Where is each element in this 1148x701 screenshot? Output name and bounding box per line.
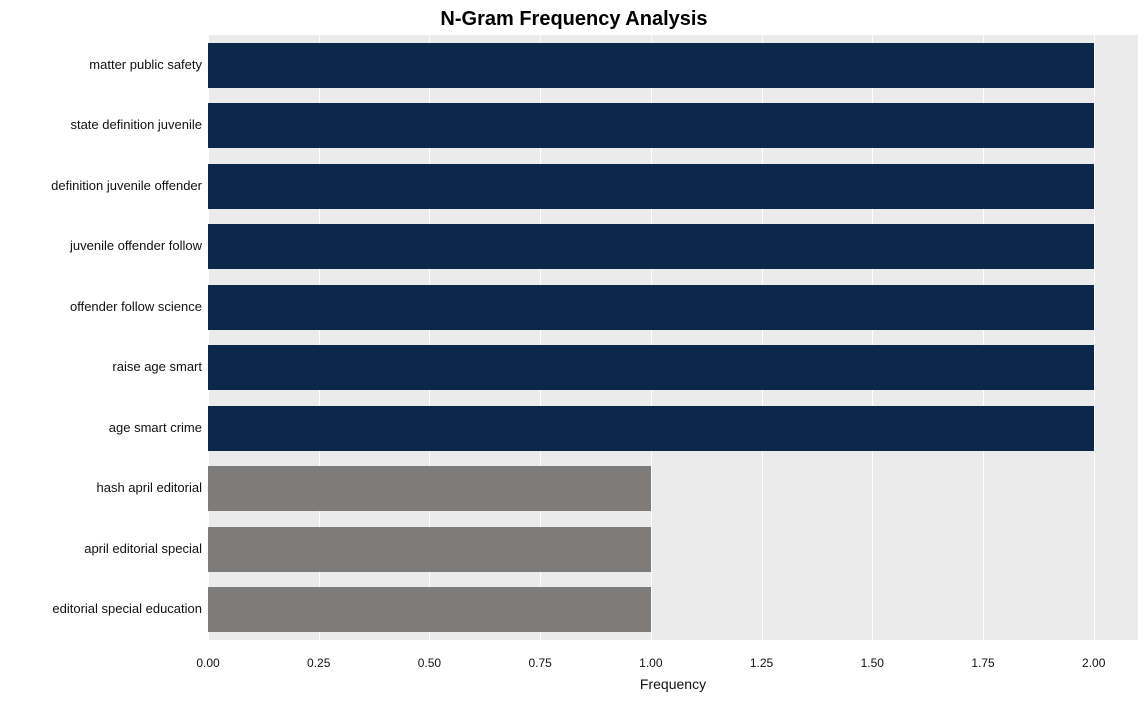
bar [208, 527, 651, 572]
bar [208, 587, 651, 632]
x-axis-title: Frequency [208, 676, 1138, 692]
bar [208, 406, 1094, 451]
bar [208, 103, 1094, 148]
plot-area [208, 35, 1138, 640]
bar [208, 43, 1094, 88]
x-tick-label: 1.00 [626, 656, 676, 670]
bar [208, 466, 651, 511]
y-tick-label: april editorial special [0, 541, 202, 556]
x-tick-label: 1.50 [847, 656, 897, 670]
y-tick-label: raise age smart [0, 359, 202, 374]
x-tick-label: 1.75 [958, 656, 1008, 670]
y-tick-label: hash april editorial [0, 480, 202, 495]
bar [208, 285, 1094, 330]
y-tick-label: definition juvenile offender [0, 178, 202, 193]
bar [208, 224, 1094, 269]
bar [208, 345, 1094, 390]
y-tick-label: matter public safety [0, 57, 202, 72]
y-tick-label: state definition juvenile [0, 117, 202, 132]
x-tick-label: 0.75 [515, 656, 565, 670]
x-tick-label: 0.25 [294, 656, 344, 670]
grid-line [1094, 35, 1095, 640]
y-tick-label: juvenile offender follow [0, 238, 202, 253]
y-tick-label: editorial special education [0, 601, 202, 616]
x-tick-label: 2.00 [1069, 656, 1119, 670]
x-tick-label: 0.00 [183, 656, 233, 670]
x-tick-label: 1.25 [737, 656, 787, 670]
bar [208, 164, 1094, 209]
y-tick-label: age smart crime [0, 420, 202, 435]
x-tick-label: 0.50 [404, 656, 454, 670]
ngram-chart: N-Gram Frequency Analysis matter public … [0, 0, 1148, 701]
y-tick-label: offender follow science [0, 299, 202, 314]
chart-title: N-Gram Frequency Analysis [0, 8, 1148, 31]
